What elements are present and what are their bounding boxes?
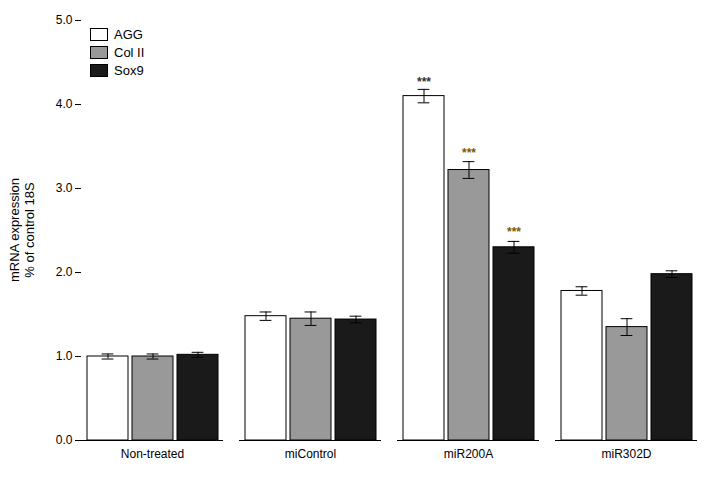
svg-text:miControl: miControl <box>285 447 336 461</box>
svg-text:Non-treated: Non-treated <box>121 447 184 461</box>
html-text:Sox9: Sox9 <box>114 63 144 78</box>
svg-text:1.0: 1.0 <box>56 349 73 363</box>
svg-text:***: *** <box>462 146 476 160</box>
svg-text:0.0: 0.0 <box>56 433 73 447</box>
svg-text:2.0: 2.0 <box>56 265 73 279</box>
svg-text:miR200A: miR200A <box>444 447 493 461</box>
svg-text:***: *** <box>417 75 431 89</box>
svg-text:miR302D: miR302D <box>601 447 651 461</box>
svg-text:3.0: 3.0 <box>56 181 73 195</box>
html-text:mRNA expression % of control 1: mRNA expression % of control 18S <box>7 178 37 282</box>
svg-text:4.0: 4.0 <box>56 97 73 111</box>
svg-text:5.0: 5.0 <box>56 13 73 27</box>
html-text:Col II: Col II <box>114 45 145 60</box>
html-text:AGG: AGG <box>114 27 143 42</box>
svg-text:***: *** <box>507 225 521 239</box>
